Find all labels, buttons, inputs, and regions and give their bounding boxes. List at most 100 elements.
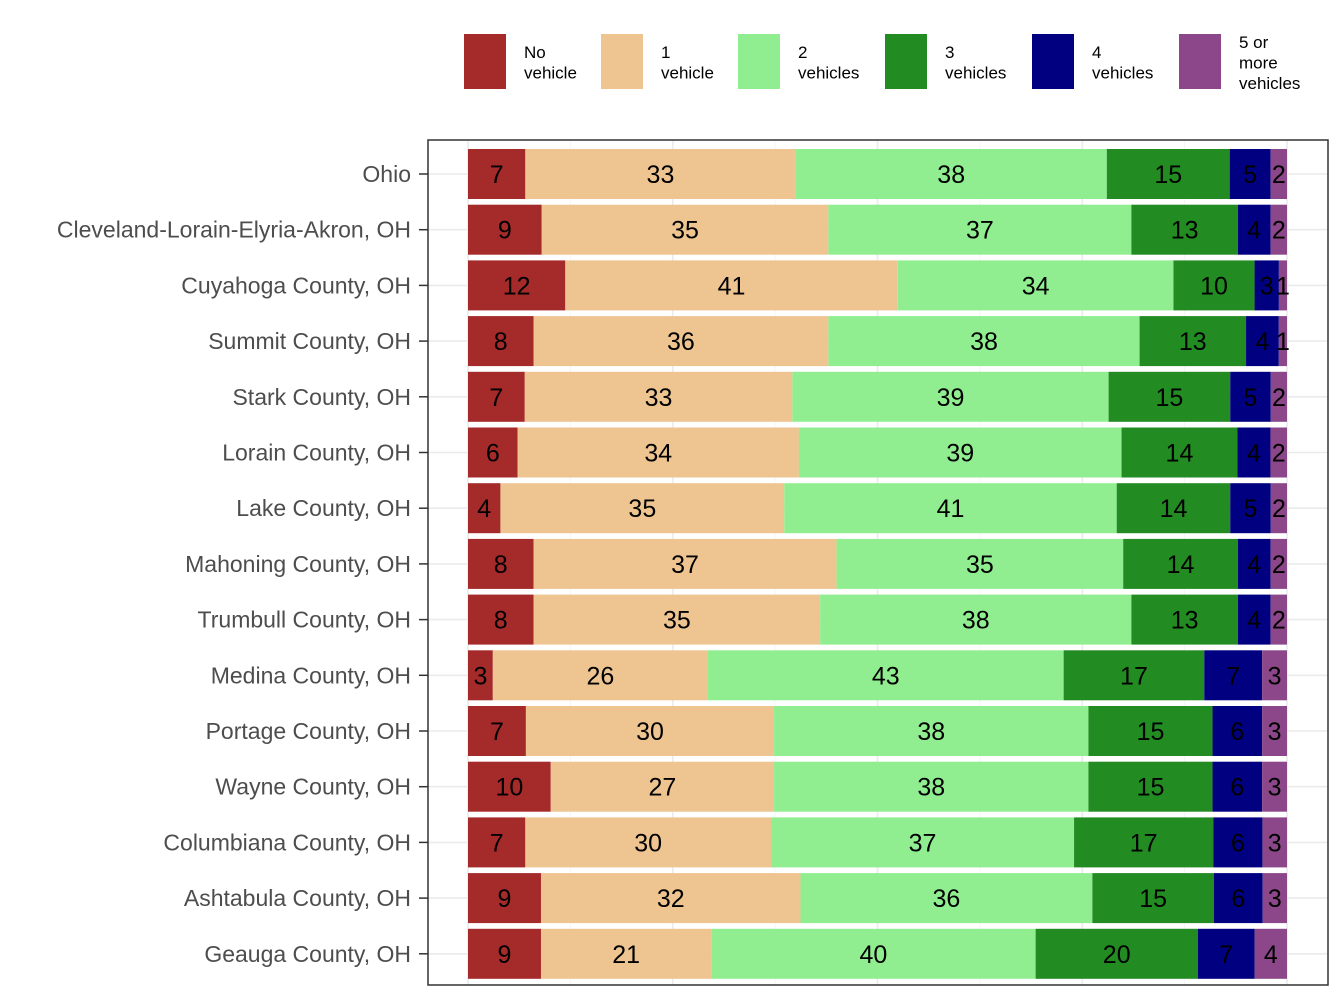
bar-1-vehicle	[541, 204, 829, 255]
bar-3-vehicles	[1092, 873, 1215, 924]
bar-value-label: 37	[966, 217, 994, 245]
bar-no-vehicle	[468, 594, 534, 645]
bar-3-vehicles	[1131, 594, 1238, 645]
bar-value-label: 17	[1130, 829, 1158, 857]
bar-value-label: 6	[1230, 718, 1244, 746]
bar-value-label: 35	[628, 495, 656, 523]
bar-4-vehicles	[1197, 928, 1255, 979]
bar-5-or-more-vehicles	[1278, 260, 1287, 311]
bar-value-label: 13	[1171, 607, 1199, 635]
bar-value-label: 21	[612, 941, 640, 969]
bar-value-label: 3	[1268, 774, 1282, 802]
bar-value-label: 9	[498, 885, 512, 913]
bar-value-label: 5	[1243, 161, 1257, 189]
bar-no-vehicle	[468, 928, 541, 979]
bar-value-label: 35	[966, 551, 994, 579]
y-tick-label: Lake County, OH	[236, 495, 411, 521]
bar-value-label: 14	[1167, 551, 1195, 579]
bar-3-vehicles	[1121, 427, 1238, 478]
bar-value-label: 7	[489, 384, 503, 412]
bar-value-label: 5	[1244, 495, 1258, 523]
bar-2-vehicles	[820, 594, 1132, 645]
y-tick-label: Geauga County, OH	[204, 941, 411, 967]
y-tick-label: Cuyahoga County, OH	[181, 272, 411, 298]
bar-4-vehicles	[1214, 873, 1263, 924]
bar-1-vehicle	[533, 316, 829, 367]
bar-value-label: 7	[490, 829, 504, 857]
bar-value-label: 39	[946, 440, 974, 468]
bar-value-label: 38	[917, 718, 945, 746]
bar-value-label: 30	[634, 829, 662, 857]
bar-3-vehicles	[1173, 260, 1255, 311]
bar-value-label: 17	[1120, 662, 1148, 690]
bar-4-vehicles	[1230, 483, 1271, 534]
chart-legend: No vehicle 1 vehicle 2 vehicles 3 vehicles 4 vehi…	[464, 33, 1300, 93]
bar-value-label: 15	[1154, 161, 1182, 189]
bar-no-vehicle	[468, 427, 518, 478]
bar-value-label: 7	[1219, 941, 1233, 969]
bar-5-or-more-vehicles	[1270, 538, 1287, 589]
bar-value-label: 8	[494, 607, 508, 635]
y-axis: Ohio Cleveland-Lorain-Elyria-Akron, OH Cuy…	[57, 161, 428, 967]
bar-2-vehicles	[774, 761, 1089, 812]
y-tick-label: Portage County, OH	[206, 718, 411, 744]
bar-no-vehicle	[468, 873, 541, 924]
legend-label: 5 or more vehicles	[1239, 33, 1300, 93]
bar-3-vehicles	[1139, 316, 1247, 367]
bar-value-label: 7	[1226, 662, 1240, 690]
bar-value-label: 41	[718, 272, 746, 300]
bar-value-label: 30	[636, 718, 664, 746]
bar-value-label: 7	[490, 718, 504, 746]
bar-2-vehicles	[897, 260, 1174, 311]
bar-no-vehicle	[468, 260, 566, 311]
bar-value-label: 37	[671, 551, 699, 579]
bar-value-label: 38	[970, 328, 998, 356]
bar-value-label: 2	[1272, 384, 1286, 412]
bar-4-vehicles	[1246, 316, 1279, 367]
panel-border	[427, 139, 1329, 986]
bar-1-vehicle	[517, 427, 799, 478]
bar-1-vehicle	[550, 761, 775, 812]
legend-label: 3 vehicles	[945, 43, 1006, 83]
legend-key	[1179, 34, 1221, 89]
bar-1-vehicle	[540, 873, 801, 924]
bar-value-label: 43	[872, 662, 900, 690]
bar-5-or-more-vehicles	[1262, 761, 1287, 812]
legend-item-2-vehicles: 2 vehicles	[738, 34, 859, 89]
bar-1-vehicle	[500, 483, 785, 534]
bar-value-label: 6	[486, 440, 500, 468]
bar-value-label: 41	[937, 495, 965, 523]
bar-2-vehicles	[828, 204, 1132, 255]
bar-no-vehicle	[468, 706, 526, 756]
bar-value-label: 15	[1156, 384, 1184, 412]
legend-key	[464, 34, 506, 89]
bar-value-label: 7	[490, 161, 504, 189]
bar-3-vehicles	[1106, 149, 1230, 199]
bar-value-label: 9	[498, 941, 512, 969]
bar-no-vehicle	[468, 538, 534, 589]
y-tick-label: Wayne County, OH	[215, 774, 411, 800]
bar-5-or-more-vehicles	[1270, 204, 1287, 255]
bar-value-label: 37	[909, 829, 937, 857]
bar-value-label: 8	[494, 551, 508, 579]
bar-5-or-more-vehicles	[1270, 149, 1287, 199]
bar-4-vehicles	[1237, 594, 1271, 645]
bar-4-vehicles	[1237, 427, 1271, 478]
bar-value-label: 3	[1260, 272, 1274, 300]
bar-3-vehicles	[1063, 650, 1205, 701]
legend-key	[1032, 34, 1074, 89]
y-tick-label: Stark County, OH	[232, 384, 411, 410]
bar-no-vehicle	[468, 316, 534, 367]
bar-value-label: 1	[1276, 328, 1290, 356]
bar-value-label: 6	[1231, 829, 1245, 857]
bar-value-label: 27	[649, 774, 677, 802]
bar-1-vehicle	[540, 928, 712, 979]
bar-value-label: 36	[933, 885, 961, 913]
bar-4-vehicles	[1213, 817, 1263, 868]
bar-value-label: 35	[671, 217, 699, 245]
bar-no-vehicle	[468, 204, 542, 255]
legend-label: No vehicle	[524, 43, 577, 83]
bar-4-vehicles	[1212, 761, 1263, 812]
bar-2-vehicles	[774, 706, 1089, 756]
bar-value-label: 9	[498, 217, 512, 245]
